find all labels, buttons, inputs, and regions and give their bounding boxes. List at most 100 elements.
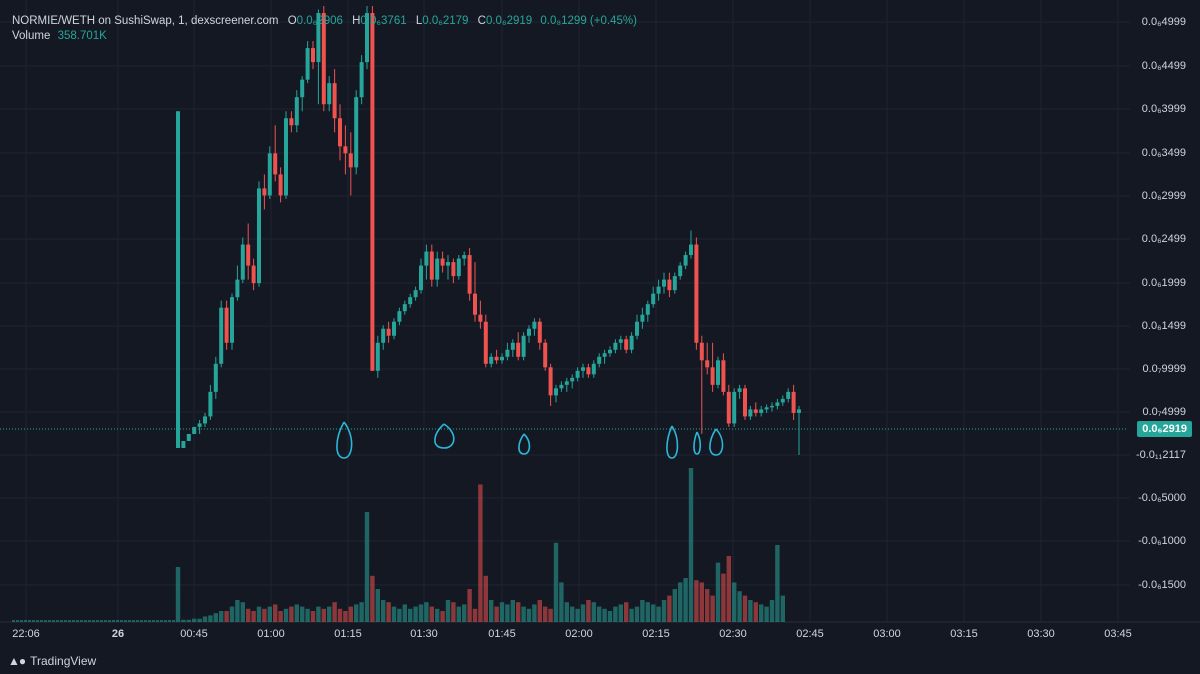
candle-body [689,244,693,256]
tradingview-logo[interactable]: ▲● TradingView [8,654,96,668]
volume-bar [478,484,483,622]
volume-bar [580,604,586,622]
volume-bar [656,606,661,622]
candle-body [332,83,337,119]
candle-body [791,391,796,413]
candle-body [613,342,618,350]
candle-body [753,409,758,413]
candle-body [694,244,699,343]
volume-bar [451,602,456,622]
candle-body [705,360,710,368]
volume-bar [602,608,607,622]
candle-body [284,118,288,196]
volume-bar [494,606,499,622]
volume-bar [56,620,59,622]
candle-body [797,409,801,413]
volume-bar [251,611,256,622]
volume-bar [12,620,15,622]
candle-body [294,97,299,126]
candle-body [467,255,472,294]
candle-body [748,409,753,417]
candle-body [392,321,396,336]
candle-body [554,388,558,396]
volume-bar [564,602,569,622]
volume-bar [208,615,213,622]
price-tick-label: 0.0₆4499 [1141,60,1186,72]
candle-body [451,262,456,277]
volume-bar [370,575,375,622]
candle-body [786,391,791,399]
volume-bar [467,589,472,622]
price-tick-label: 0.0₆2999 [1141,190,1186,202]
candle-body [300,79,305,98]
candle-body [386,328,391,336]
volume-row: Volume 358.701K [12,29,637,44]
candle-body [716,360,720,385]
volume-bar [629,608,634,622]
candle-body [591,363,596,375]
candle-body [402,304,407,312]
volume-bar [591,602,596,622]
candle-body [726,391,731,424]
candle-body [770,405,774,408]
volume-bar [613,606,618,622]
volume-bar [172,620,175,622]
candle-body [473,293,477,315]
volume-bar [516,602,521,622]
candle-body [462,255,467,259]
candle-body [208,391,213,417]
volume-bar [721,573,726,622]
volume-bar [100,620,103,622]
volume-bar [229,606,235,622]
candle-body [365,13,369,63]
volume-bar [408,608,413,622]
pair-title: NORMIE/WETH on SushiSwap, 1, dexscreener… [12,15,279,27]
candle-body [224,307,229,343]
price-tick-label: 0.0₆3999 [1141,103,1186,115]
candle-body [489,356,494,364]
annotation-loop [336,421,353,459]
volume-bar [128,620,131,622]
candle-body [424,251,429,266]
annotation-loop [518,433,531,455]
volume-bar [219,611,224,622]
annotation-loop [709,428,724,456]
volume-bar [732,582,737,622]
volume-bar [68,620,71,622]
volume-bar [445,600,451,622]
volume-bar [64,620,67,622]
candle-body [662,279,666,287]
candle-body [516,342,521,357]
candle-body [505,349,510,357]
volume-bar [678,582,683,622]
volume-bar [397,608,402,622]
time-tick-label: 01:15 [334,628,362,640]
volume-bar [192,618,197,622]
volume-bar [175,567,181,622]
candle-body [721,360,726,392]
volume-bar [418,604,424,622]
time-tick-label: 01:00 [257,628,285,640]
candle-body [267,153,272,196]
price-tick-label: 0.0₆1499 [1141,320,1186,332]
candle-body [354,97,359,168]
volume-bar [624,602,629,622]
volume-bar [435,608,440,622]
volume-bar [683,578,688,622]
candle-body [640,314,645,322]
candle-body [348,153,353,168]
volume-bar [705,589,710,622]
candle-body [683,255,688,266]
volume-bar [140,620,143,622]
volume-bar [289,606,294,622]
price-tick-label: 0.0₆2499 [1141,233,1186,245]
price-tick-label: 0.0₆4999 [1141,16,1186,28]
volume-bar [386,602,391,622]
volume-bar [737,591,742,622]
volume-bar [694,580,699,622]
volume-bar [116,620,119,622]
candle-body [732,391,737,424]
candle-body [602,353,607,357]
